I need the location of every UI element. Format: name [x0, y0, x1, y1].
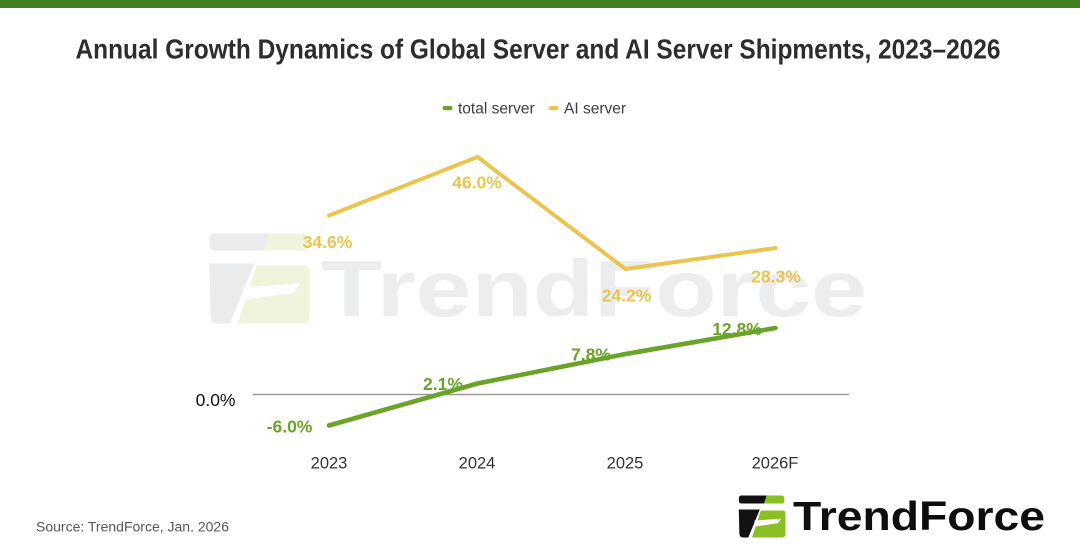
svg-text:Annual Growth Dynamics of Glob: Annual Growth Dynamics of Global Server …: [76, 33, 1001, 64]
svg-text:12.8%: 12.8%: [712, 319, 762, 339]
svg-text:total server: total server: [458, 101, 535, 118]
svg-text:24.2%: 24.2%: [602, 286, 652, 306]
svg-text:TrendForce: TrendForce: [793, 493, 1045, 539]
svg-text:2025: 2025: [607, 455, 644, 473]
svg-text:AI server: AI server: [564, 101, 626, 118]
svg-text:2023: 2023: [311, 455, 348, 473]
svg-text:28.3%: 28.3%: [751, 267, 801, 287]
svg-text:0.0%: 0.0%: [196, 390, 236, 410]
svg-text:-6.0%: -6.0%: [267, 417, 313, 437]
svg-text:34.6%: 34.6%: [303, 232, 353, 252]
svg-text:46.0%: 46.0%: [452, 173, 502, 193]
svg-text:2.1%: 2.1%: [423, 374, 463, 394]
svg-text:2026F: 2026F: [752, 455, 799, 473]
svg-text:7.8%: 7.8%: [571, 345, 611, 365]
svg-text:2024: 2024: [459, 455, 496, 473]
svg-text:TrendForce: TrendForce: [321, 244, 867, 333]
svg-text:Source: TrendForce, Jan. 2026: Source: TrendForce, Jan. 2026: [36, 519, 229, 535]
